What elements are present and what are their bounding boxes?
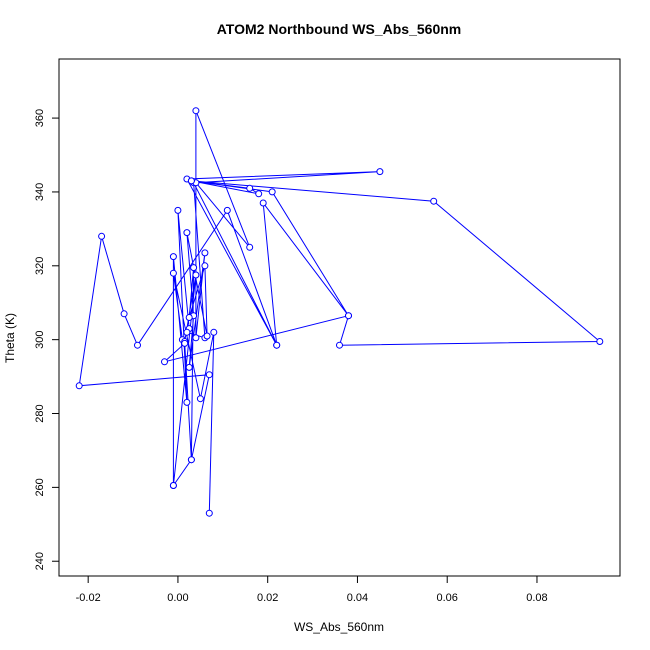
data-point: [192, 107, 200, 115]
data-point: [192, 271, 200, 279]
data-point: [174, 206, 182, 214]
data-point: [183, 328, 191, 336]
data-point: [196, 395, 204, 403]
data-point: [187, 456, 195, 464]
data-point: [345, 312, 352, 320]
y-tick-label: 300: [34, 330, 46, 348]
data-point: [205, 509, 213, 517]
y-tick-label: 260: [34, 478, 46, 496]
data-point: [205, 371, 213, 379]
data-point: [246, 184, 254, 192]
x-tick-label: 0.02: [257, 592, 278, 604]
data-point: [268, 188, 276, 196]
data-point: [273, 341, 281, 349]
data-point: [169, 482, 177, 489]
data-point: [185, 363, 193, 371]
x-axis-label: WS_Abs_560nm: [294, 620, 384, 634]
data-point: [201, 249, 209, 257]
data-point: [192, 334, 200, 342]
data-point: [596, 338, 604, 345]
data-point: [210, 328, 218, 336]
x-tick-label: 0.00: [167, 592, 188, 604]
x-tick-label: 0.08: [526, 592, 547, 604]
y-tick-label: 240: [34, 552, 46, 570]
y-axis-label: Theta (K): [3, 313, 17, 363]
data-point: [190, 264, 198, 272]
x-tick-label: -0.02: [76, 592, 101, 604]
y-axis: 240 260 280 300 320 340 360: [34, 109, 60, 570]
data-point: [169, 269, 177, 277]
data-point: [187, 177, 195, 185]
data-point: [255, 190, 263, 198]
data-point: [161, 358, 168, 366]
data-point: [376, 168, 384, 176]
x-axis: -0.02 0.00 0.02 0.04 0.06 0.08: [76, 575, 548, 604]
data-point: [336, 341, 343, 349]
data-point: [75, 382, 83, 390]
data-point: [246, 243, 254, 251]
data-markers: [75, 107, 604, 517]
y-tick-label: 360: [34, 109, 46, 127]
data-point: [183, 398, 191, 406]
data-point: [185, 314, 193, 321]
data-point: [201, 262, 209, 270]
data-point: [120, 310, 128, 318]
data-point: [134, 341, 141, 349]
data-point: [183, 229, 191, 237]
data-point: [181, 339, 189, 347]
series-line: [78, 110, 602, 514]
x-tick-label: 0.04: [347, 592, 368, 604]
x-tick-label: 0.06: [437, 592, 458, 604]
data-point: [169, 253, 177, 261]
data-point: [223, 206, 231, 214]
chart-title: ATOM2 Northbound WS_Abs_560nm: [217, 21, 462, 37]
data-point: [203, 332, 211, 340]
y-tick-label: 340: [34, 183, 46, 201]
y-tick-label: 280: [34, 404, 46, 422]
data-point: [430, 197, 438, 205]
data-point: [98, 232, 106, 240]
data-point: [259, 199, 267, 207]
y-tick-label: 320: [34, 257, 46, 275]
